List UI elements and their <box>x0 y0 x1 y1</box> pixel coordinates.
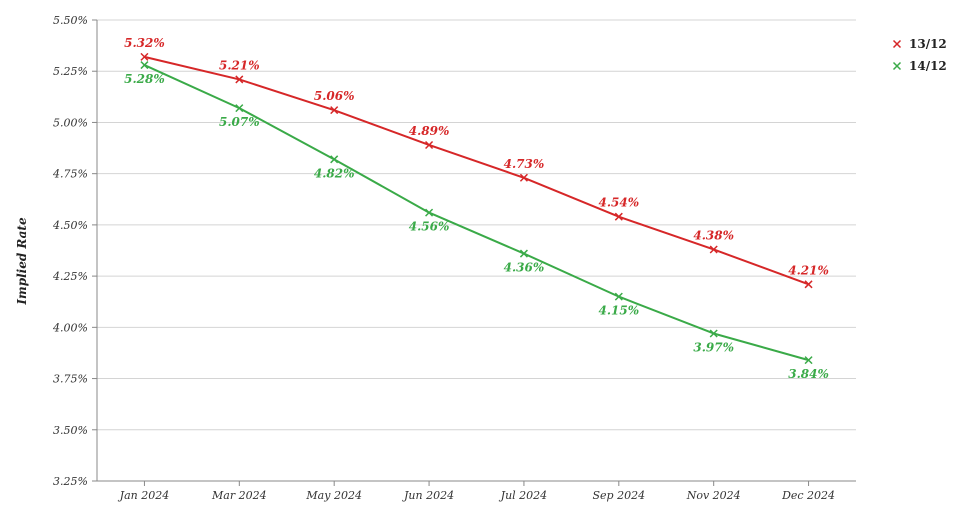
data-label: 4.36% <box>504 261 545 275</box>
data-point-marker <box>425 208 434 217</box>
data-label: 4.38% <box>693 228 734 242</box>
y-tick-label: 4.50% <box>52 219 88 232</box>
marker-stroke <box>330 106 339 115</box>
y-tick-label: 3.50% <box>53 424 88 437</box>
data-label: 3.97% <box>693 340 734 354</box>
axes: 3.25% 3.50% 3.75% 4.00% 4.25% 4.50% 4.75% 5.00%… <box>52 14 856 502</box>
x-tick-label: May 2024 <box>305 489 362 502</box>
data-point-marker <box>709 245 718 254</box>
data-point-marker <box>330 106 339 115</box>
x-tick-label: Jun 2024 <box>402 489 454 502</box>
data-label: 5.06% <box>314 89 355 103</box>
marker-stroke <box>804 356 813 365</box>
marker-stroke <box>140 61 149 70</box>
legend-marker <box>892 39 902 49</box>
data-point-marker <box>330 155 339 164</box>
data-point-marker <box>519 249 528 258</box>
marker-stroke <box>614 292 623 301</box>
y-tick-label: 4.00% <box>52 321 88 334</box>
y-tick-label: 4.75% <box>52 168 88 181</box>
series: 5.32% 5.21% 5.06% 4.89% 4.73% 4.54% 4.38% 4.21%… <box>124 36 829 381</box>
legend-item: 13/12 <box>892 37 947 51</box>
marker-stroke <box>519 173 528 182</box>
marker-stroke <box>614 212 623 221</box>
legend-label: 14/12 <box>909 59 947 73</box>
data-label: 4.82% <box>314 166 355 180</box>
y-tick-label: 4.25% <box>52 270 88 283</box>
marker-stroke <box>804 280 813 289</box>
series-2: 5.28% 5.07% 4.82% 4.56% 4.36% 4.15% 3.97% 3.84% <box>124 61 829 381</box>
x-tick-label: Jan 2024 <box>118 489 170 502</box>
data-point-marker <box>804 356 813 365</box>
series-1: 5.32% 5.21% 5.06% 4.89% 4.73% 4.54% 4.38% 4.21% <box>124 36 829 289</box>
y-tick-label: 5.50% <box>53 14 88 27</box>
data-point-marker <box>425 140 434 150</box>
data-label: 4.54% <box>598 196 639 210</box>
marker-stroke <box>330 155 339 164</box>
data-label: 5.28% <box>124 72 165 86</box>
x-tick-label: Nov 2024 <box>686 489 741 502</box>
marker-stroke <box>140 52 149 61</box>
data-label: 5.32% <box>124 36 165 50</box>
legend: 13/12 14/12 <box>892 37 947 73</box>
data-label: 4.21% <box>788 263 829 277</box>
marker-stroke <box>709 245 718 254</box>
data-point-marker <box>519 173 528 182</box>
data-label: 5.21% <box>219 58 260 72</box>
legend-marker <box>892 61 902 71</box>
data-point-marker <box>235 104 244 113</box>
data-label: 4.73% <box>504 157 545 171</box>
gridlines <box>97 19 856 482</box>
data-point-marker <box>614 292 623 301</box>
x-tick-label: Jul 2024 <box>499 489 548 502</box>
data-label: 5.07% <box>219 115 260 129</box>
series-line <box>144 64 809 362</box>
data-label: 3.84% <box>788 367 829 381</box>
data-point-marker <box>140 61 149 70</box>
y-tick-label: 3.25% <box>53 475 88 488</box>
x-tick-label: Sep 2024 <box>593 489 646 502</box>
legend-item: 14/12 <box>892 59 947 73</box>
x-tick-label: Dec 2024 <box>781 489 835 502</box>
marker-stroke <box>235 75 244 84</box>
y-tick-label: 3.75% <box>53 373 88 386</box>
data-point-marker <box>804 280 813 289</box>
data-point-marker <box>235 75 244 84</box>
marker-stroke <box>519 249 528 258</box>
series-line <box>144 55 809 286</box>
data-point-marker <box>614 212 623 221</box>
y-tick-label: 5.00% <box>53 116 88 129</box>
marker-stroke <box>425 140 434 150</box>
y-tick-label: 5.25% <box>53 65 88 78</box>
legend-label: 13/12 <box>909 37 947 51</box>
marker-stroke <box>235 104 244 113</box>
x-tick-label: Mar 2024 <box>211 489 267 502</box>
data-label: 4.56% <box>409 220 450 234</box>
data-label: 4.89% <box>409 124 450 138</box>
y-axis-label: Implied Rate <box>15 217 29 306</box>
marker-stroke <box>709 329 718 338</box>
marker-stroke <box>425 208 434 217</box>
data-label: 4.15% <box>598 304 639 318</box>
data-point-marker <box>709 329 718 338</box>
data-point-marker <box>140 52 149 61</box>
